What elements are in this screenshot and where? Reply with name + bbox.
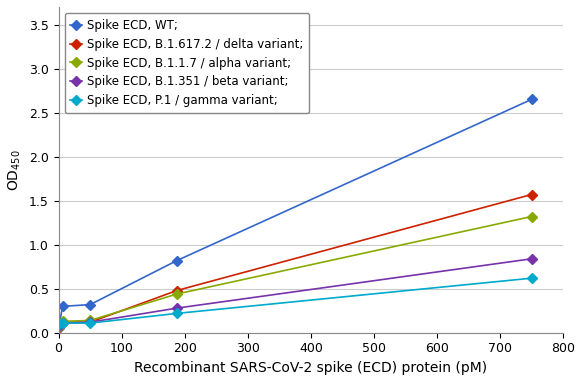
Spike ECD, WT; — [173, 258, 180, 263]
Spike ECD, B.1.1.7 / alpha variant; — [173, 292, 180, 296]
Spike ECD, P.1 / gamma variant; — [528, 276, 535, 280]
Spike ECD, B.1.617.2 / delta variant; — [528, 192, 535, 197]
Spike ECD, B.1.351 / beta variant; — [55, 324, 62, 328]
Legend: Spike ECD, WT;, Spike ECD, B.1.617.2 / delta variant;, Spike ECD, B.1.1.7 / alph: Spike ECD, WT;, Spike ECD, B.1.617.2 / d… — [65, 13, 309, 113]
Spike ECD, B.1.1.7 / alpha variant; — [528, 214, 535, 219]
Spike ECD, B.1.1.7 / alpha variant; — [55, 324, 62, 329]
Spike ECD, P.1 / gamma variant; — [173, 311, 180, 316]
Spike ECD, B.1.351 / beta variant; — [59, 321, 66, 325]
Line: Spike ECD, B.1.351 / beta variant;: Spike ECD, B.1.351 / beta variant; — [55, 255, 535, 329]
Line: Spike ECD, B.1.1.7 / alpha variant;: Spike ECD, B.1.1.7 / alpha variant; — [55, 213, 535, 330]
Spike ECD, P.1 / gamma variant; — [55, 322, 62, 326]
Spike ECD, B.1.617.2 / delta variant; — [59, 320, 66, 324]
Spike ECD, B.1.1.7 / alpha variant; — [59, 319, 66, 324]
Line: Spike ECD, B.1.617.2 / delta variant;: Spike ECD, B.1.617.2 / delta variant; — [55, 191, 535, 330]
Spike ECD, B.1.351 / beta variant; — [173, 306, 180, 311]
Spike ECD, B.1.351 / beta variant; — [87, 320, 94, 324]
Spike ECD, B.1.1.7 / alpha variant; — [87, 318, 94, 323]
Spike ECD, B.1.617.2 / delta variant; — [173, 288, 180, 293]
Spike ECD, B.1.351 / beta variant; — [528, 256, 535, 261]
Spike ECD, WT; — [528, 97, 535, 102]
Spike ECD, B.1.617.2 / delta variant; — [87, 320, 94, 324]
Spike ECD, WT; — [87, 302, 94, 307]
Spike ECD, WT; — [59, 304, 66, 309]
Spike ECD, P.1 / gamma variant; — [87, 321, 94, 325]
Spike ECD, WT; — [55, 326, 62, 331]
Spike ECD, B.1.617.2 / delta variant; — [55, 324, 62, 329]
X-axis label: Recombinant SARS-CoV-2 spike (ECD) protein (pM): Recombinant SARS-CoV-2 spike (ECD) prote… — [134, 361, 487, 375]
Spike ECD, P.1 / gamma variant; — [59, 321, 66, 325]
Y-axis label: OD$_{ 450}$: OD$_{ 450}$ — [7, 149, 23, 191]
Line: Spike ECD, P.1 / gamma variant;: Spike ECD, P.1 / gamma variant; — [55, 275, 535, 327]
Line: Spike ECD, WT;: Spike ECD, WT; — [55, 96, 535, 332]
